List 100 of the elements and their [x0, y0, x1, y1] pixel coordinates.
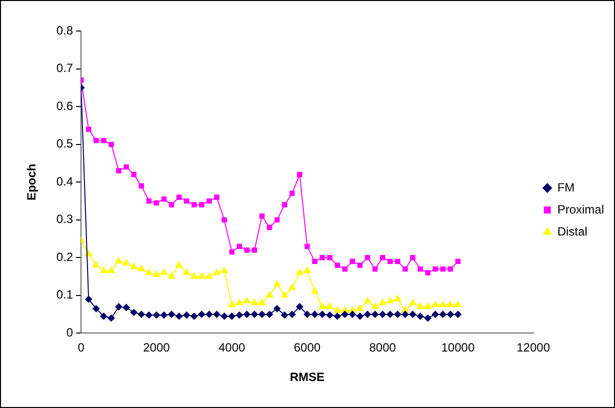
point — [386, 297, 394, 304]
point — [288, 310, 296, 318]
legend-label: Distal — [557, 224, 588, 238]
point — [222, 217, 227, 222]
point — [214, 194, 220, 200]
point — [341, 310, 348, 318]
point — [454, 310, 462, 318]
point — [402, 310, 409, 318]
point — [130, 263, 138, 270]
point — [236, 312, 243, 319]
point — [206, 198, 212, 204]
point — [213, 268, 220, 276]
point — [183, 312, 190, 319]
point — [190, 312, 198, 320]
point — [364, 310, 371, 318]
point — [364, 297, 372, 304]
point — [356, 312, 364, 320]
point — [446, 300, 454, 308]
point — [387, 258, 393, 264]
point — [432, 310, 439, 318]
point — [454, 300, 462, 308]
point — [311, 310, 318, 318]
point — [228, 312, 236, 320]
point — [372, 266, 378, 272]
point — [220, 312, 228, 320]
point — [334, 306, 341, 313]
point — [266, 224, 272, 230]
point — [176, 261, 183, 268]
point — [282, 202, 288, 208]
point — [372, 310, 379, 318]
y-tick-label: 0.4 — [56, 174, 74, 188]
point — [138, 264, 145, 272]
point — [274, 280, 281, 286]
point — [356, 304, 364, 311]
point — [440, 266, 446, 272]
point — [160, 312, 168, 319]
point — [101, 138, 106, 144]
point — [326, 312, 334, 319]
point — [288, 284, 296, 290]
point — [138, 183, 144, 188]
y-tick-label: 0.6 — [56, 98, 74, 113]
point — [304, 310, 311, 318]
point — [198, 272, 206, 279]
point — [176, 194, 182, 200]
point — [228, 300, 236, 308]
point — [318, 302, 326, 310]
point — [229, 249, 234, 255]
point — [145, 312, 152, 319]
point — [274, 305, 281, 312]
point — [236, 244, 242, 249]
point — [146, 198, 152, 204]
point — [409, 310, 416, 318]
x-tick-label: 8000 — [369, 340, 396, 355]
point — [402, 266, 408, 272]
point — [416, 312, 424, 320]
point — [213, 310, 220, 318]
point — [446, 310, 454, 318]
point — [154, 200, 160, 206]
point — [416, 302, 424, 310]
point — [281, 291, 288, 298]
point — [372, 302, 379, 310]
point — [318, 310, 326, 318]
point — [304, 266, 311, 274]
point — [455, 258, 461, 264]
point — [168, 202, 174, 208]
point — [236, 298, 243, 306]
point — [131, 172, 136, 178]
point — [152, 270, 160, 277]
point — [424, 314, 432, 322]
x-tick-label: 4000 — [218, 340, 246, 355]
point — [122, 259, 130, 266]
point — [220, 266, 228, 274]
point — [198, 310, 206, 318]
point — [108, 142, 114, 147]
point — [364, 255, 370, 260]
point — [312, 258, 318, 264]
point — [124, 164, 129, 170]
point — [395, 258, 400, 264]
y-tick-label: 0.1 — [56, 288, 74, 302]
x-tick-label: 12000 — [516, 340, 550, 355]
point — [130, 308, 138, 316]
point — [94, 138, 99, 144]
point — [100, 312, 108, 320]
y-tick-label: 0.3 — [56, 212, 74, 226]
point — [85, 296, 92, 303]
point — [243, 310, 250, 318]
point — [290, 190, 295, 196]
point — [296, 268, 304, 276]
point — [379, 298, 386, 306]
point — [116, 168, 122, 174]
point — [168, 272, 176, 279]
point — [350, 258, 356, 264]
point — [258, 298, 266, 306]
point — [183, 268, 190, 276]
point — [258, 310, 266, 318]
y-tick-label: 0.7 — [56, 61, 74, 76]
point — [425, 270, 430, 276]
point — [250, 298, 258, 306]
point — [432, 300, 439, 308]
point — [192, 202, 197, 208]
